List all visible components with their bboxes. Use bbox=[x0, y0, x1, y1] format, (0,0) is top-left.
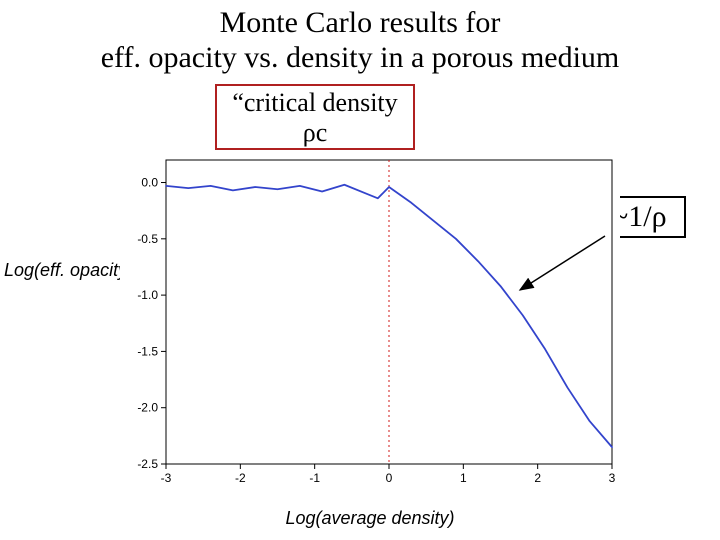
callout-arrow bbox=[0, 0, 720, 540]
